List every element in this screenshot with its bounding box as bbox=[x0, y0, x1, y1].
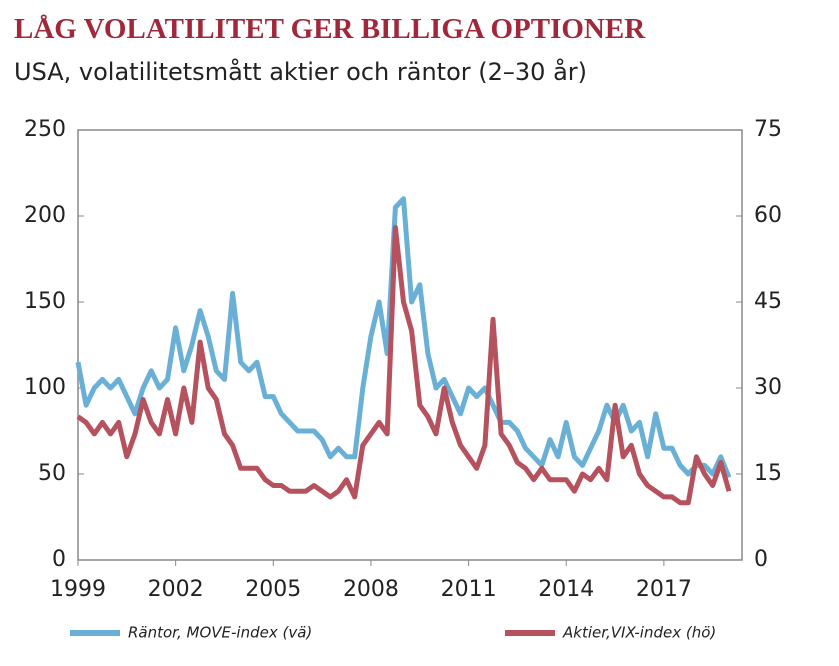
y-tick-label: 100 bbox=[24, 375, 66, 400]
x-tick-label: 2017 bbox=[636, 577, 692, 602]
y-tick-label: 200 bbox=[24, 203, 66, 228]
legend-label: Räntor, MOVE-index (vä) bbox=[128, 624, 312, 642]
y2-tick-label: 45 bbox=[754, 289, 782, 314]
chart-subtitle: USA, volatilitetsmått aktier och räntor … bbox=[14, 57, 587, 86]
x-tick-label: 2014 bbox=[538, 577, 594, 602]
chart-title: LÅG VOLATILITET GER BILLIGA OPTIONER bbox=[14, 13, 646, 45]
y-tick-label: 50 bbox=[38, 461, 66, 486]
y2-tick-label: 60 bbox=[754, 203, 782, 228]
y2-tick-label: 0 bbox=[754, 547, 768, 572]
y-tick-label: 150 bbox=[24, 289, 66, 314]
x-tick-label: 2011 bbox=[441, 577, 497, 602]
plot-frame bbox=[77, 129, 743, 561]
y-tick-label: 250 bbox=[24, 117, 66, 142]
y2-tick-label: 15 bbox=[754, 461, 782, 486]
y2-tick-label: 30 bbox=[754, 375, 782, 400]
y-tick-label: 0 bbox=[52, 547, 66, 572]
series-line bbox=[76, 225, 732, 506]
series-line bbox=[75, 196, 732, 479]
x-tick-label: 2005 bbox=[245, 577, 301, 602]
x-tick-label: 2002 bbox=[148, 577, 204, 602]
x-tick-label: 1999 bbox=[50, 577, 106, 602]
y2-tick-label: 75 bbox=[754, 117, 782, 142]
legend-label: Aktier,VIX-index (hö) bbox=[562, 624, 716, 642]
x-tick-label: 2008 bbox=[343, 577, 399, 602]
